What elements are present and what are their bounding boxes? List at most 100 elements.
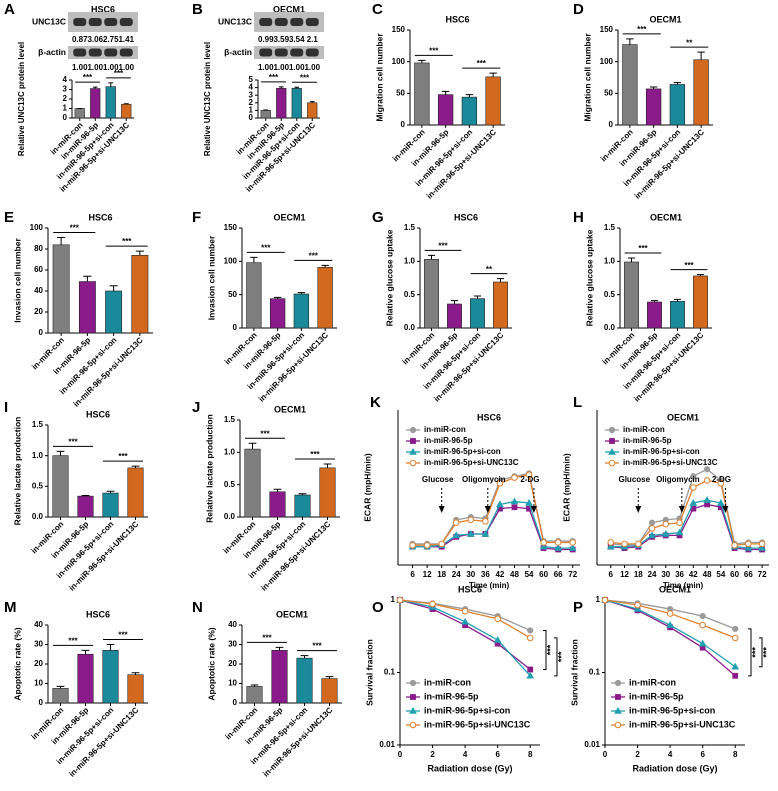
data-point xyxy=(438,540,445,548)
significance-label: *** xyxy=(429,47,439,56)
annotation-arrowhead xyxy=(484,506,491,513)
data-point xyxy=(606,542,615,550)
y-tick-label: 50 xyxy=(396,88,405,97)
bar xyxy=(127,467,144,518)
error-bar xyxy=(325,676,334,679)
bar xyxy=(414,62,430,126)
y-tick-label: 1.5 xyxy=(32,420,44,429)
y-tick-label: 0.0 xyxy=(404,323,416,332)
data-point xyxy=(481,529,490,537)
blot-label: β-actin xyxy=(224,47,252,57)
error-bar xyxy=(649,86,658,89)
y-tick-label: 2 xyxy=(63,94,68,103)
data-point xyxy=(511,474,518,481)
legend-label: in-miR-con xyxy=(424,425,466,434)
y-tick-label: 1 xyxy=(63,104,68,113)
significance-label: *** xyxy=(438,241,448,250)
data-point xyxy=(648,531,656,539)
significance-label: *** xyxy=(122,237,132,246)
significance-label: ** xyxy=(486,265,493,274)
panel-letter: F xyxy=(192,209,201,226)
data-point xyxy=(539,542,548,550)
error-bar xyxy=(489,72,497,77)
bar xyxy=(246,262,262,329)
blot-band xyxy=(104,18,118,26)
y-tick-label: 30 xyxy=(34,640,43,649)
y-tick-label: 10 xyxy=(228,679,237,688)
significance-bracket xyxy=(543,629,547,670)
bar xyxy=(127,674,144,704)
y-axis-label: Apoptotic rate (%) xyxy=(12,627,22,700)
data-point xyxy=(409,426,417,434)
error-bar xyxy=(673,82,682,85)
legend-label: in-miR-96-5p xyxy=(623,436,672,445)
bar xyxy=(321,678,338,704)
y-tick-label: 10 xyxy=(34,679,43,688)
data-point xyxy=(410,438,416,444)
data-point xyxy=(689,498,698,506)
x-tick-label: 42 xyxy=(689,570,698,579)
y-tick-label: 0.0 xyxy=(604,323,616,332)
legend-label: in-miR-con xyxy=(424,677,471,687)
x-tick-label: 12 xyxy=(620,570,629,579)
error-bar xyxy=(81,649,90,655)
data-point xyxy=(540,539,547,546)
blot-ratio: 3.54 xyxy=(289,35,305,44)
blot-band xyxy=(290,18,304,26)
bar xyxy=(102,650,119,704)
data-point xyxy=(461,617,469,625)
error-bar xyxy=(57,236,66,245)
data-point xyxy=(409,541,416,549)
blot-ratio: 1.00 xyxy=(258,63,274,72)
data-point xyxy=(526,634,534,642)
data-point xyxy=(511,504,518,511)
data-point xyxy=(409,721,417,729)
data-point xyxy=(731,634,739,642)
x-tick-label: 12 xyxy=(423,570,432,579)
x-tick-label: 36 xyxy=(675,570,684,579)
blot-ratio: 2.75 xyxy=(103,35,119,44)
bar xyxy=(293,293,310,329)
annotation-arrowhead xyxy=(530,506,537,513)
blot-band xyxy=(104,48,118,57)
data-point xyxy=(608,447,616,455)
error-bar xyxy=(697,51,705,60)
y-tick-label: 1.0 xyxy=(224,447,236,456)
data-point xyxy=(554,539,562,546)
legend-label: in-miR-96-5p+si-UNC13C xyxy=(424,458,519,467)
data-point xyxy=(466,529,475,537)
data-point xyxy=(525,498,533,506)
data-point xyxy=(452,531,461,539)
y-tick-label: 0.1 xyxy=(589,668,601,677)
panel-title: OECM1 xyxy=(276,609,308,619)
annotation-label: Glucose xyxy=(422,475,454,484)
error-bar xyxy=(278,86,284,89)
data-point xyxy=(410,694,416,700)
significance-label: *** xyxy=(68,636,78,645)
x-tick-label: 6 xyxy=(700,750,705,759)
blot-label: UNC13C xyxy=(218,16,252,26)
y-tick-label: 1 xyxy=(391,595,396,604)
bar xyxy=(52,688,69,704)
bar xyxy=(647,301,662,329)
panel-title: HSC6 xyxy=(86,409,110,419)
data-point xyxy=(429,600,436,608)
annotation-arrowhead xyxy=(678,506,685,513)
blot-band xyxy=(88,48,102,57)
data-point xyxy=(527,627,534,634)
data-point xyxy=(614,721,622,729)
panel-title: OECM1 xyxy=(273,4,305,14)
error-bar xyxy=(106,490,115,494)
significance-bracket xyxy=(554,637,558,677)
data-point xyxy=(496,479,504,487)
data-point xyxy=(703,466,711,473)
x-tick-label: 24 xyxy=(648,570,657,579)
series-line xyxy=(412,506,573,551)
error-bar xyxy=(275,646,284,651)
error-bar xyxy=(135,250,144,256)
data-point xyxy=(732,672,739,679)
error-bar xyxy=(321,264,329,268)
y-tick-label: 1 xyxy=(249,106,254,115)
data-point xyxy=(676,519,683,527)
bar xyxy=(90,88,101,119)
